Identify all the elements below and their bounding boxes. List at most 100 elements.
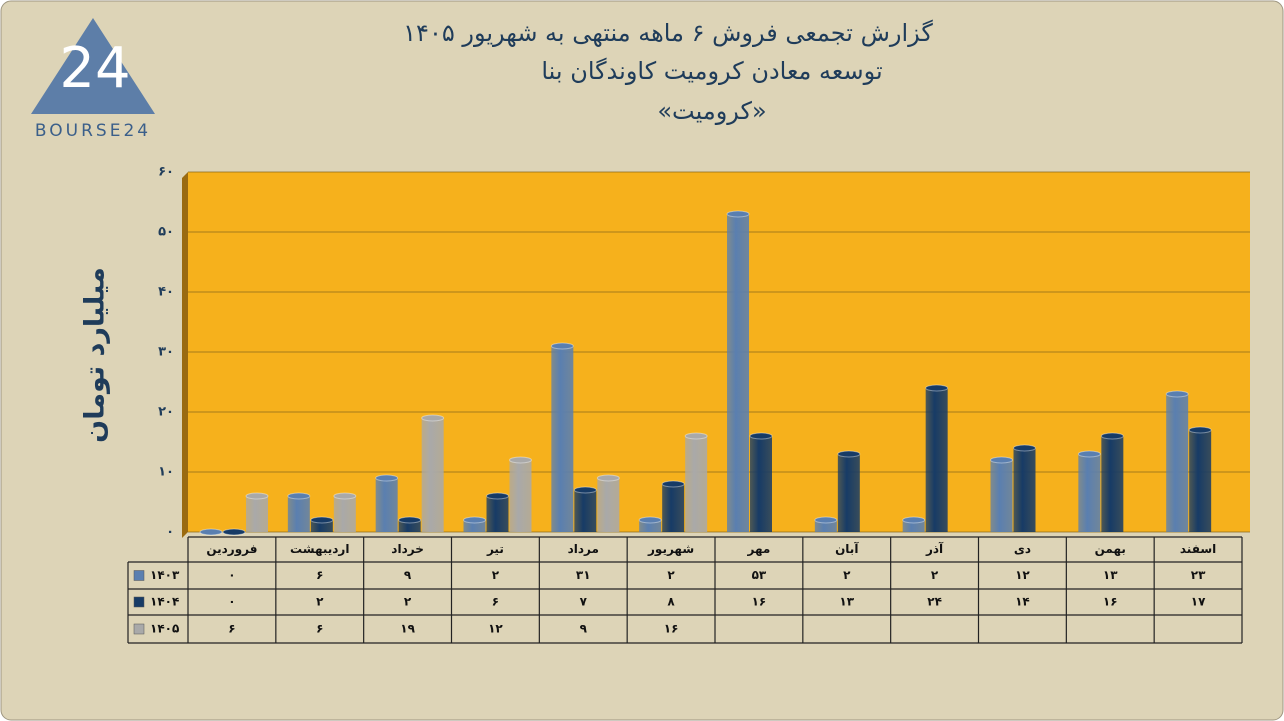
data-label: ۲ <box>492 568 500 582</box>
bar <box>1013 448 1036 532</box>
logo-triangle <box>31 18 155 114</box>
legend-label: ۱۴۰۵ <box>150 622 179 636</box>
data-label: ۱۳ <box>1103 568 1118 582</box>
x-tick-label: اردیبهشت <box>290 542 349 556</box>
bar <box>375 478 398 532</box>
y-tick-label: ۶۰ <box>158 165 174 180</box>
x-tick-label: اسفند <box>1180 542 1216 556</box>
y-tick-label: ۳۰ <box>158 345 174 360</box>
data-label: ۱۶ <box>752 595 767 609</box>
x-tick-label: آذر <box>925 541 944 556</box>
data-label: ۳۱ <box>576 568 591 582</box>
data-label: ۱۶ <box>1103 595 1118 609</box>
bar <box>310 520 333 532</box>
bar <box>246 496 268 532</box>
bar-cap <box>902 516 926 524</box>
bar-cap <box>222 528 246 536</box>
bar <box>574 490 597 532</box>
plot-wall <box>182 172 188 538</box>
data-label: ۲ <box>316 595 324 609</box>
data-label: ۷ <box>580 595 588 609</box>
data-label: ۱۹ <box>400 622 415 636</box>
bar-cap <box>375 474 399 482</box>
legend-key <box>133 596 145 608</box>
bar <box>463 520 486 532</box>
logo-text: BOURSE24 <box>35 121 151 141</box>
bar-cap <box>837 450 861 458</box>
y-tick-label: ۱۰ <box>158 465 174 480</box>
bar <box>287 496 310 532</box>
x-tick-label: آبان <box>835 541 859 556</box>
bar-cap <box>550 342 574 350</box>
bar <box>662 484 685 532</box>
bar <box>685 436 708 532</box>
y-axis-label: میلیارد تومان <box>80 267 111 443</box>
bar <box>1078 454 1101 532</box>
bar-cap <box>310 516 334 524</box>
y-tick-label: ۴۰ <box>158 285 174 300</box>
bar-cap <box>421 414 445 422</box>
data-label: ۲۴ <box>927 595 942 609</box>
bar-cap <box>573 486 597 494</box>
bar <box>727 214 749 532</box>
bar <box>902 520 925 532</box>
bar-cap <box>1100 432 1124 440</box>
x-tick-label: خرداد <box>391 542 424 556</box>
bar-cap <box>638 516 662 524</box>
data-label: ۱۲ <box>1015 568 1030 582</box>
data-label: ۲۳ <box>1191 568 1206 582</box>
bar <box>398 520 421 532</box>
bar-cap <box>509 456 532 464</box>
data-label: ۶ <box>492 595 499 609</box>
data-label: ۶ <box>228 622 235 636</box>
bar-cap <box>463 516 486 524</box>
data-label: ۹ <box>580 622 588 636</box>
bar <box>509 460 532 532</box>
data-label: ۶ <box>316 568 323 582</box>
bar-cap <box>245 492 269 500</box>
bar <box>333 496 356 532</box>
bar-cap <box>1188 426 1212 434</box>
bar-cap <box>661 480 685 488</box>
x-tick-label: دی <box>1014 542 1031 556</box>
bar <box>639 520 662 532</box>
x-tick-label: تیر <box>486 542 504 556</box>
bar <box>1189 430 1212 532</box>
chart-subtitle: توسعه معادن کرومیت کاوندگان بنا <box>541 57 882 85</box>
x-tick-label: مرداد <box>568 542 599 556</box>
legend-label: ۱۴۰۳ <box>150 568 180 582</box>
chart-title: گزارش تجمعی فروش ۶ ماهه منتهی به شهریور … <box>403 19 933 47</box>
bar-cap <box>726 210 750 218</box>
bar <box>750 436 772 532</box>
bar-cap <box>287 492 311 500</box>
data-label: ۰ <box>228 595 235 609</box>
bar-cap <box>333 492 357 500</box>
data-label: ۲ <box>843 568 851 582</box>
data-label: ۱۶ <box>664 622 679 636</box>
chart-annotation: «کرومیت» <box>657 97 766 125</box>
bar <box>990 460 1013 532</box>
bar-cap <box>684 432 708 440</box>
y-tick-label: ۵۰ <box>158 225 174 240</box>
bar <box>1101 436 1124 532</box>
x-tick-label: مهر <box>747 542 771 556</box>
bar-cap <box>398 516 422 524</box>
legend-key <box>133 623 145 635</box>
data-label: ۱۳ <box>839 595 854 609</box>
bar <box>486 496 509 532</box>
data-label: ۲ <box>931 568 939 582</box>
bar <box>925 388 948 532</box>
logo-mark: 24 <box>59 36 130 101</box>
bar-cap <box>486 492 509 500</box>
data-label: ۸ <box>667 595 675 609</box>
legend-label: ۱۴۰۴ <box>150 595 179 609</box>
bar <box>421 418 444 532</box>
x-tick-label: بهمن <box>1095 542 1126 556</box>
data-label: ۲ <box>404 595 412 609</box>
bar-cap <box>749 432 773 440</box>
data-label: ۹ <box>404 568 412 582</box>
bar <box>837 454 860 532</box>
data-label: ۱۷ <box>1191 595 1206 609</box>
bar-cap <box>596 474 620 482</box>
